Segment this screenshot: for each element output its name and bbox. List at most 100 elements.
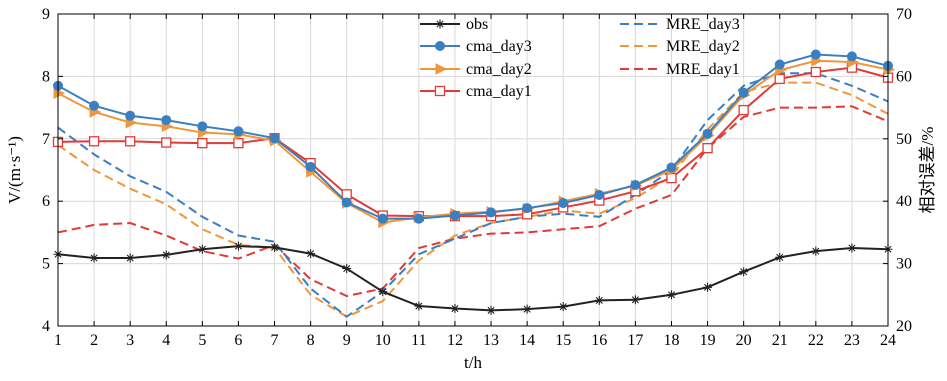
x-tick-label: 21 [772, 332, 788, 349]
data-point [125, 136, 136, 147]
data-point [738, 87, 749, 98]
y2-tick-label: 70 [896, 6, 912, 23]
ticks [57, 13, 889, 327]
data-point [703, 282, 713, 292]
legend: obs cma_day3 cma_day2 cma_day1 MRE_day3 MRE_d… [420, 16, 740, 100]
data-point [377, 213, 388, 224]
data-point [435, 41, 445, 51]
data-point [774, 73, 785, 85]
x-tick-label: 12 [447, 332, 463, 349]
legend-label: cma_day2 [466, 61, 532, 78]
data-point [233, 126, 244, 137]
legend-item: MRE_day3 [620, 16, 740, 33]
data-point [558, 198, 569, 209]
data-point [305, 161, 316, 172]
data-point [197, 121, 208, 132]
data-point [702, 128, 713, 139]
x-tick-label: 1 [54, 332, 62, 349]
x-tick-label: 24 [880, 332, 896, 349]
y-tick-label: 7 [42, 131, 50, 148]
x-tick-label: 22 [808, 332, 824, 349]
y2-tick-labels: 20 30 40 50 60 70 [896, 6, 912, 335]
data-point [594, 295, 604, 305]
data-point [666, 162, 677, 173]
y2-tick-label: 60 [896, 68, 912, 85]
legend-item: obs [420, 16, 488, 33]
data-point [522, 203, 533, 214]
data-point [89, 253, 99, 263]
data-point [811, 246, 821, 256]
series-line [57, 59, 889, 224]
series-obs [53, 241, 893, 315]
series-MRE-day1 [57, 105, 889, 298]
x-tick-label: 9 [343, 332, 351, 349]
x-tick-label: 11 [411, 332, 426, 349]
data-point [702, 143, 713, 154]
x-tick-label: 16 [591, 332, 607, 349]
legend-label: MRE_day2 [666, 38, 740, 55]
x-tick-label: 14 [519, 332, 535, 349]
data-point [434, 85, 446, 97]
x-tick-label: 2 [90, 332, 98, 349]
x-tick-label: 4 [162, 332, 170, 349]
x-tick-label: 19 [700, 332, 716, 349]
x-tick-label: 23 [844, 332, 860, 349]
data-point [630, 295, 640, 305]
data-point [810, 49, 821, 60]
series-line [57, 81, 889, 318]
legend-item: MRE_day1 [620, 61, 740, 78]
x-tick-label: 10 [375, 332, 391, 349]
legend-item: cma_day2 [420, 61, 532, 78]
data-point [774, 59, 785, 70]
x-tick-label: 15 [555, 332, 571, 349]
data-point [810, 66, 821, 78]
data-point [269, 133, 280, 144]
legend-label: MRE_day1 [666, 61, 740, 78]
x-tick-label: 17 [627, 332, 643, 349]
data-point [435, 63, 448, 75]
x-axis-label: t/h [464, 353, 482, 372]
data-point [522, 304, 532, 314]
data-point [341, 197, 352, 208]
y2-axis-label: 相对误差/% [918, 127, 937, 214]
x-tick-label: 3 [126, 332, 134, 349]
y-tick-label: 6 [42, 193, 50, 210]
x-tick-label: 8 [307, 332, 315, 349]
legend-item: cma_day1 [420, 83, 532, 100]
data-point [486, 305, 496, 315]
series-line [57, 53, 889, 220]
x-tick-label: 6 [234, 332, 242, 349]
data-point [413, 213, 424, 224]
data-point [846, 51, 857, 62]
x-tick-label: 18 [663, 332, 679, 349]
series-line [57, 105, 889, 298]
data-point [342, 264, 352, 274]
data-point [161, 137, 172, 148]
x-tick-label: 5 [198, 332, 206, 349]
legend-label: cma_day1 [466, 83, 532, 100]
data-point [125, 253, 135, 263]
legend-item: MRE_day2 [620, 38, 740, 55]
data-point [89, 100, 100, 111]
data-point [594, 189, 605, 200]
y-axis-label: V/(m·s⁻¹) [5, 136, 24, 204]
legend-item: cma_day3 [420, 38, 532, 55]
data-point [558, 302, 568, 312]
y2-tick-label: 20 [896, 318, 912, 335]
y-tick-label: 8 [42, 68, 50, 85]
data-point [88, 136, 100, 147]
data-point [306, 249, 316, 259]
data-point [738, 104, 749, 116]
data-point [739, 267, 749, 277]
legend-label: cma_day3 [466, 38, 532, 55]
legend-label: MRE_day3 [666, 16, 740, 33]
data-point [847, 243, 857, 253]
y-tick-label: 5 [42, 256, 50, 273]
x-tick-labels: 1 2 3 4 5 6 7 8 9 10 11 12 13 14 15 16 17 18 19 20 21 22 23 24 [54, 332, 896, 349]
data-point [666, 172, 677, 184]
series-MRE-day2 [57, 81, 889, 318]
data-point [233, 138, 244, 149]
data-point [378, 287, 388, 297]
data-point [449, 210, 460, 221]
series-line [57, 72, 889, 318]
